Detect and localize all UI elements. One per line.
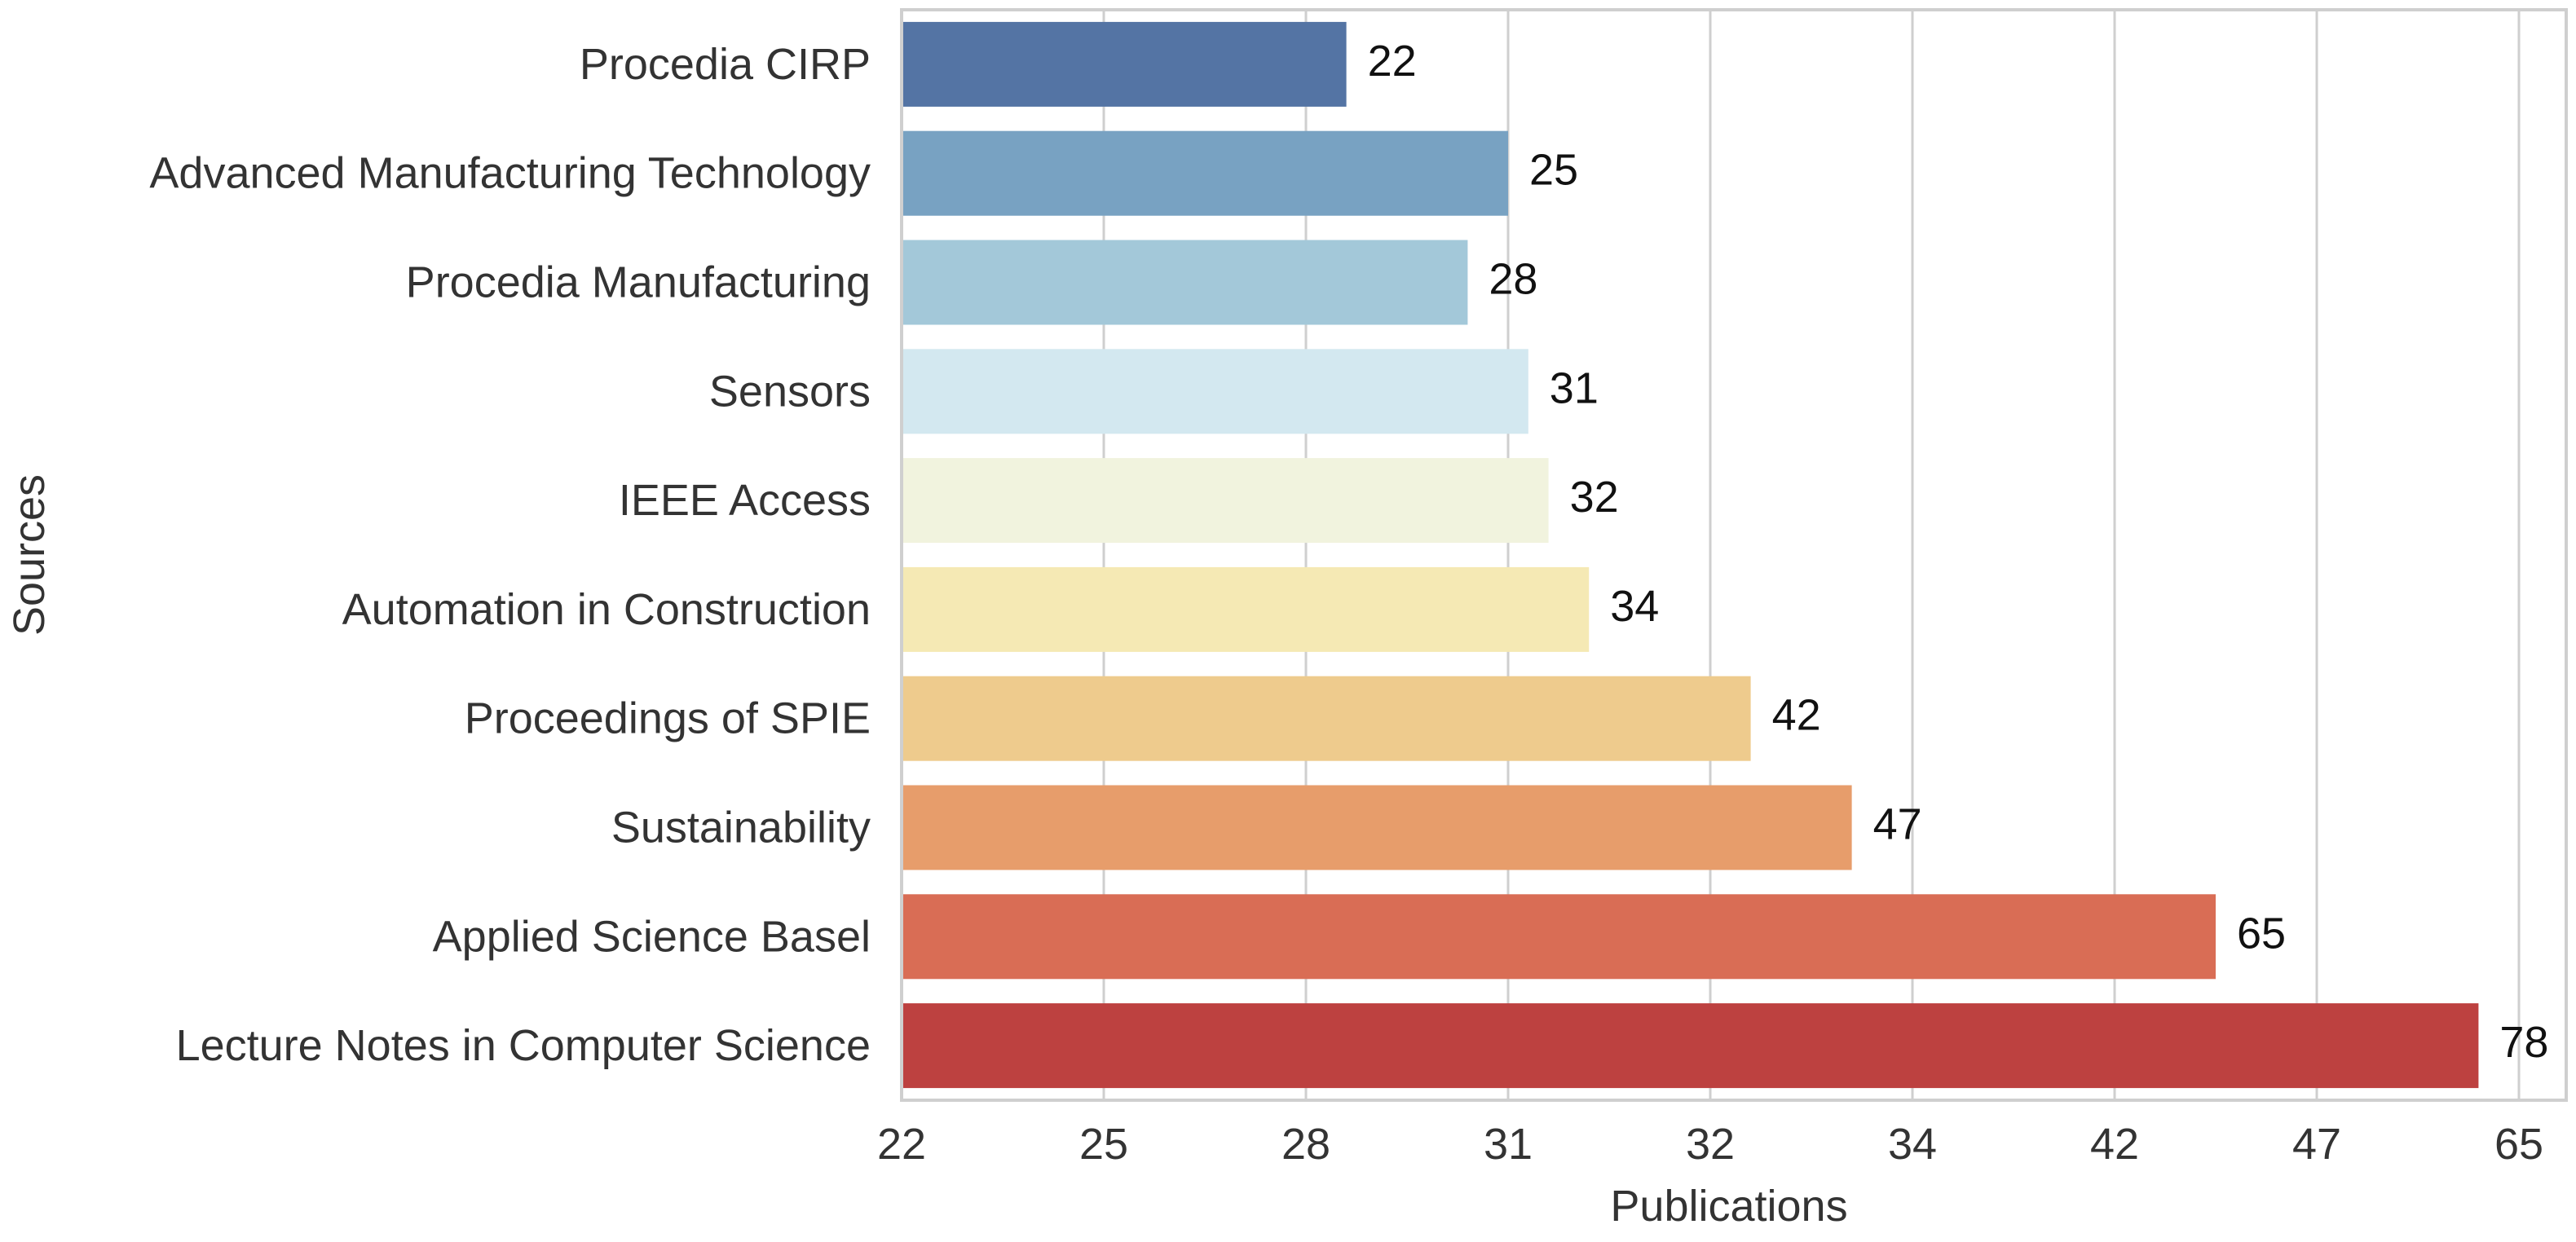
data-label: 47 xyxy=(1873,800,1922,849)
bar xyxy=(902,566,1590,652)
bar xyxy=(902,130,1508,216)
x-tick-label: 28 xyxy=(1281,1120,1330,1169)
bar xyxy=(902,240,1468,325)
x-tick-labels: 22 25 28 31 32 34 42 47 65 xyxy=(877,1120,2543,1169)
x-tick-label: 65 xyxy=(2494,1120,2543,1169)
data-label: 65 xyxy=(2237,909,2286,958)
category-label: Advanced Manufacturing Technology xyxy=(149,149,871,198)
category-label: Procedia Manufacturing xyxy=(406,258,871,307)
data-label: 32 xyxy=(1570,473,1619,522)
y-axis-title: Sources xyxy=(5,474,54,636)
category-label: Sustainability xyxy=(611,804,871,852)
bar xyxy=(902,785,1852,870)
bar xyxy=(902,458,1549,544)
category-label: IEEE Access xyxy=(619,476,871,525)
bar xyxy=(902,1003,2479,1089)
data-label: 25 xyxy=(1529,146,1578,195)
x-tick-label: 31 xyxy=(1484,1120,1533,1169)
plot-border xyxy=(900,8,2568,1102)
x-axis-title: Publications xyxy=(1610,1182,1847,1231)
category-labels: Procedia CIRP Advanced Manufacturing Tech… xyxy=(149,40,871,1070)
category-label: Sensors xyxy=(709,367,871,416)
bars xyxy=(902,21,2479,1089)
x-tick-label: 42 xyxy=(2090,1120,2139,1169)
category-label: Applied Science Basel xyxy=(433,912,871,961)
data-label: 42 xyxy=(1772,691,1821,740)
x-tick-label: 47 xyxy=(2292,1120,2341,1169)
data-label: 31 xyxy=(1550,363,1599,412)
bar xyxy=(902,894,2216,980)
x-tick-label: 22 xyxy=(877,1120,926,1169)
data-label: 28 xyxy=(1489,255,1537,304)
bar xyxy=(902,676,1751,761)
bar xyxy=(902,21,1347,107)
x-tick-label: 34 xyxy=(1888,1120,1937,1169)
data-labels: 22 25 28 31 32 34 42 47 65 78 xyxy=(1368,37,2549,1067)
data-label: 78 xyxy=(2499,1018,2548,1067)
category-label: Lecture Notes in Computer Science xyxy=(176,1021,871,1070)
x-tick-label: 32 xyxy=(1686,1120,1735,1169)
data-label: 22 xyxy=(1368,37,1417,86)
category-label: Automation in Construction xyxy=(342,585,871,634)
x-tick-label: 25 xyxy=(1079,1120,1128,1169)
data-label: 34 xyxy=(1610,582,1659,631)
category-label: Proceedings of SPIE xyxy=(465,694,871,743)
plot-frame xyxy=(900,8,2568,1102)
bar xyxy=(902,349,1528,434)
category-label: Procedia CIRP xyxy=(580,40,871,89)
